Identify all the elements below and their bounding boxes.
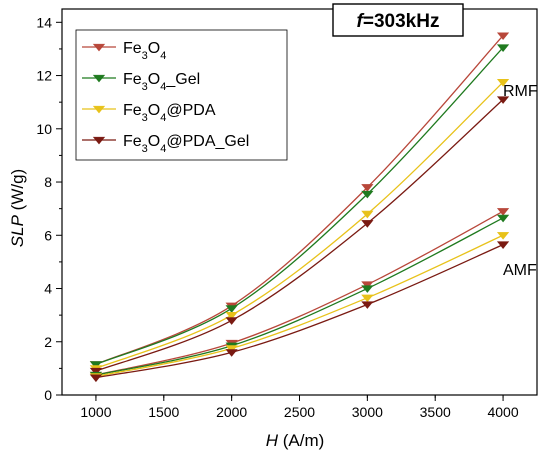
series-line: [95, 99, 504, 372]
x-tick-label: 3500: [420, 404, 451, 420]
data-point: [361, 301, 374, 309]
data-point: [89, 374, 103, 383]
x-tick-label: 2000: [216, 404, 247, 420]
data-point: [89, 361, 103, 369]
frequency-box-border: [332, 3, 464, 37]
y-axis: 0 2 4 6 8 10 12 14: [36, 14, 62, 403]
x-axis-var: H: [266, 431, 279, 450]
y-axis-title: SLP (W/g): [8, 169, 27, 247]
rmf-annotation: RMF: [503, 83, 538, 100]
x-tick-label: 3000: [352, 404, 383, 420]
series-line: [95, 35, 504, 365]
legend-swatch-marker: [92, 74, 106, 83]
legend-entry: Fe3O4_Gel: [82, 71, 200, 93]
data-point: [496, 96, 510, 104]
x-tick-label: 2500: [284, 404, 315, 420]
data-point: [361, 184, 374, 192]
data-point: [89, 367, 103, 376]
series-rmf-3: [89, 96, 510, 376]
frequency-symbol: f: [357, 11, 365, 32]
y-tick-label: 4: [44, 281, 52, 297]
series-line: [95, 243, 504, 379]
data-point: [496, 208, 510, 216]
data-point: [361, 281, 374, 289]
frequency-value: =303kHz: [363, 11, 440, 32]
data-point: [496, 32, 510, 41]
x-tick-label: 1500: [148, 404, 179, 420]
legend-label: Fe3O4@PDA: [123, 102, 216, 124]
data-point: [361, 220, 374, 228]
data-point: [225, 317, 238, 325]
series-line: [95, 47, 504, 365]
legend-label: Fe3O4_Gel: [123, 71, 200, 93]
data-point: [361, 285, 374, 293]
x-tick-label: 1000: [80, 404, 111, 420]
legend-swatch-marker: [92, 105, 106, 114]
data-point: [361, 210, 374, 219]
legend-entry: Fe3O4@PDA: [82, 102, 216, 124]
legend-entry: Fe3O4@PDA_Gel: [82, 133, 249, 155]
data-point: [225, 305, 238, 313]
series-amf-7: [89, 241, 510, 383]
amf-annotation: AMF: [503, 262, 537, 279]
x-axis: 1000 1500 2000 2500 3000 3500 4000: [80, 395, 519, 420]
data-point: [496, 79, 510, 87]
data-point: [225, 349, 238, 357]
y-tick-label: 12: [36, 68, 52, 84]
legend-entry: Fe3O4: [82, 40, 166, 62]
series-rmf-1: [89, 44, 510, 369]
y-axis-unit: (W/g): [8, 169, 27, 215]
frequency-box: f=303kHz: [332, 3, 464, 37]
legend: Fe3O4 Fe3O4_Gel Fe3O4@PDA Fe3O4@PDA_Gel: [75, 29, 288, 161]
y-tick-label: 10: [36, 121, 52, 137]
data-point: [496, 214, 510, 223]
series-line: [95, 217, 504, 376]
data-point: [361, 190, 374, 199]
y-tick-label: 8: [44, 174, 52, 190]
y-axis-var: SLP: [8, 214, 27, 247]
data-point: [496, 232, 510, 240]
data-point: [225, 311, 238, 320]
legend-swatch-marker: [92, 43, 106, 52]
x-axis-unit: (A/m): [278, 431, 324, 450]
data-point: [225, 345, 238, 353]
x-tick-label: 4000: [487, 404, 518, 420]
series-amf-5: [89, 214, 510, 380]
frequency-label: f=303kHz: [357, 11, 440, 32]
y-tick-label: 6: [44, 227, 52, 243]
series-layer: [89, 32, 510, 383]
series-amf-6: [89, 232, 510, 381]
series-line: [95, 234, 504, 378]
y-tick-label: 2: [44, 334, 52, 350]
data-point: [361, 294, 374, 303]
legend-label: Fe3O4@PDA_Gel: [123, 133, 249, 155]
legend-label: Fe3O4: [123, 40, 166, 62]
series-line: [95, 81, 504, 369]
series-line: [95, 210, 504, 376]
legend-swatch-marker: [92, 136, 106, 145]
y-tick-label: 0: [44, 387, 52, 403]
data-point: [496, 241, 510, 249]
x-axis-title: H (A/m): [266, 431, 325, 450]
y-tick-label: 14: [36, 14, 52, 30]
series-amf-4: [89, 208, 510, 380]
legend-box: [75, 29, 288, 161]
data-point: [496, 44, 510, 52]
